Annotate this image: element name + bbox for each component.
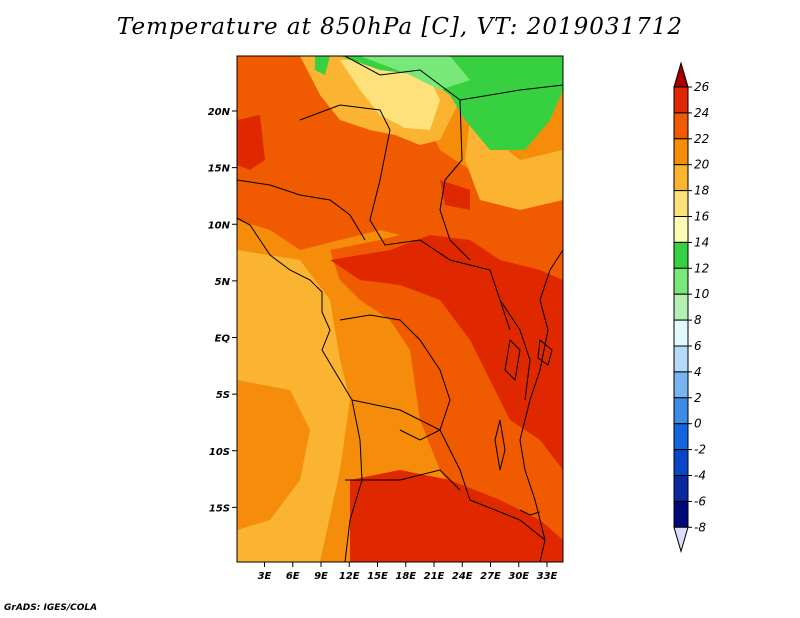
colorbar-label: 4 (694, 365, 702, 379)
lon-tick-label: 24E (452, 571, 473, 582)
region-12-14-small (315, 56, 330, 75)
region-10-12-libya (360, 56, 470, 90)
colorbar-label: 6 (694, 339, 702, 353)
colorbar-segment (673, 241, 689, 269)
lon-tick-label: 33E (537, 571, 558, 582)
border-north (344, 56, 463, 161)
lat-tick-label: 10N (208, 220, 231, 231)
lon-tick-label: 30E (508, 571, 529, 582)
colorbar-label: -6 (694, 494, 706, 508)
lat-tick-label: 5N (215, 277, 231, 288)
region-24-26-west (237, 115, 265, 170)
colorbar-label: 18 (694, 184, 710, 198)
lon-tick-label: 3E (258, 571, 272, 582)
border-rift (499, 299, 531, 401)
colorbar-label: 22 (694, 132, 709, 146)
colorbar-label: -8 (694, 520, 706, 534)
lon-tick-label: 27E (480, 571, 501, 582)
lake-east (537, 339, 553, 366)
lat-tick-label: 15S (209, 503, 230, 514)
lat-tick-label: 5S (216, 390, 230, 401)
lon-tick-label: 6E (286, 571, 300, 582)
lat-tick-label: 15N (208, 164, 231, 175)
lake-tanganyika (494, 419, 506, 471)
colorbar-segment (673, 164, 689, 192)
lake-victoria (504, 338, 521, 382)
grads-credit: GrADS: IGES/COLA (4, 603, 98, 613)
region-20-22-atlantic (237, 380, 310, 530)
coastline-east (519, 249, 563, 562)
colorbar-segment (673, 86, 689, 114)
colorbar-segment (673, 397, 689, 425)
colorbar-label: 2 (694, 391, 702, 405)
border-egypt-sudan (459, 84, 563, 101)
colorbar-segment (673, 138, 689, 166)
map-frame (236, 55, 564, 563)
colorbar-label: 24 (694, 106, 709, 120)
colorbar-top-arrow (673, 61, 689, 88)
colorbar-label: 8 (694, 313, 702, 327)
lake-kariba (519, 509, 541, 516)
longitude-axis: 3E 6E 9E 12E 15E 18E 21E 24E 27E 30E 33E (258, 562, 558, 582)
colorbar-segment (673, 345, 689, 373)
colorbar-segment (673, 216, 689, 243)
colorbar-label: 14 (694, 235, 709, 249)
lat-tick-label: 20N (208, 107, 231, 118)
region-24-26-darfur (440, 180, 470, 210)
colorbar-segment (673, 112, 689, 140)
boundaries (237, 56, 563, 562)
lon-tick-label: 15E (367, 571, 388, 582)
lon-tick-label: 18E (395, 571, 416, 582)
border-angola (351, 399, 546, 541)
colorbar-label: -2 (694, 443, 706, 457)
lon-tick-label: 9E (314, 571, 328, 582)
colorbar-segment (673, 293, 689, 321)
colorbar-label: -4 (694, 469, 706, 483)
map-title: Temperature at 850hPa [C], VT: 201903171… (116, 14, 684, 40)
colorbar-segment (673, 371, 689, 399)
border-sahel (237, 179, 366, 241)
temperature-field (237, 56, 563, 562)
colorbar-label: 12 (694, 261, 709, 275)
border-namibia (345, 469, 461, 491)
colorbar-label: 10 (694, 287, 710, 301)
colorbar-segment (673, 190, 689, 218)
coastline-west (237, 217, 363, 562)
border-sudan (439, 159, 471, 261)
lon-tick-label: 12E (339, 571, 360, 582)
colorbar-label: 20 (694, 158, 710, 172)
region-24-26-central (330, 235, 563, 470)
colorbar-label: 16 (694, 210, 710, 224)
lat-tick-label: EQ (215, 334, 231, 345)
region-22-24-west (237, 56, 265, 110)
colorbar-segment (673, 319, 689, 347)
colorbar-segment (673, 423, 689, 451)
lon-tick-label: 21E (424, 571, 445, 582)
colorbar-segment (673, 475, 689, 502)
colorbar-segment (673, 500, 689, 528)
region-12-14-egypt (340, 56, 563, 150)
colorbar-label: 26 (694, 80, 710, 94)
border-congo (339, 314, 451, 441)
latitude-axis: 20N 15N 10N 5N EQ 5S 10S 15S (208, 107, 237, 514)
colorbar-segment (673, 449, 689, 477)
border-chad-car (299, 104, 511, 331)
colorbar-segment (673, 267, 689, 295)
lat-tick-label: 10S (209, 447, 230, 458)
colorbar-label: 0 (694, 417, 702, 431)
colorbar-bottom-arrow (673, 526, 689, 554)
region-24-26-south (350, 470, 563, 562)
